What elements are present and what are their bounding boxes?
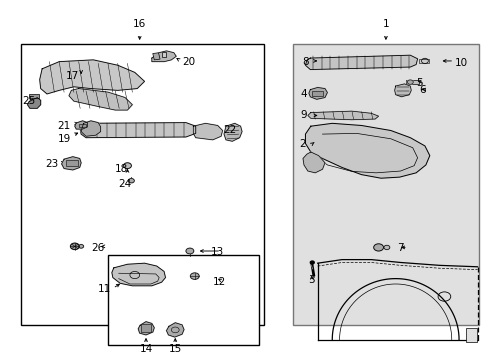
Polygon shape <box>308 87 327 99</box>
Bar <box>66 160 78 166</box>
Circle shape <box>407 80 412 84</box>
Text: 2: 2 <box>299 139 305 149</box>
Text: 3: 3 <box>308 275 314 285</box>
Text: 8: 8 <box>302 57 308 67</box>
Bar <box>21 44 264 325</box>
Circle shape <box>185 248 193 254</box>
Bar <box>141 324 151 332</box>
Text: 9: 9 <box>300 111 306 121</box>
Bar <box>293 44 478 325</box>
Text: 6: 6 <box>418 85 425 95</box>
Text: 1: 1 <box>382 19 388 29</box>
Bar <box>311 91 323 96</box>
Bar <box>108 255 259 345</box>
Circle shape <box>128 179 134 183</box>
Bar <box>406 80 418 84</box>
Polygon shape <box>152 51 176 62</box>
Text: 22: 22 <box>223 125 236 135</box>
Polygon shape <box>305 55 417 69</box>
Polygon shape <box>75 121 87 129</box>
Text: 10: 10 <box>454 58 467 68</box>
Circle shape <box>123 163 131 168</box>
Text: 4: 4 <box>300 89 306 99</box>
Text: 25: 25 <box>22 96 36 106</box>
Circle shape <box>190 273 199 279</box>
Polygon shape <box>27 98 41 108</box>
Bar <box>466 328 476 342</box>
Polygon shape <box>61 157 81 170</box>
Polygon shape <box>40 60 144 94</box>
Text: 5: 5 <box>415 78 422 88</box>
Circle shape <box>383 245 389 249</box>
Bar <box>161 52 166 57</box>
Polygon shape <box>193 123 222 140</box>
Text: 21: 21 <box>58 121 71 131</box>
Text: 18: 18 <box>115 164 128 174</box>
Text: 23: 23 <box>45 159 59 169</box>
Polygon shape <box>80 123 195 138</box>
Text: 20: 20 <box>182 57 195 67</box>
Text: 16: 16 <box>133 19 146 29</box>
Polygon shape <box>112 263 165 286</box>
Polygon shape <box>138 321 154 335</box>
Polygon shape <box>166 323 183 337</box>
Polygon shape <box>81 121 101 136</box>
Bar <box>418 59 428 63</box>
Text: 14: 14 <box>139 343 152 354</box>
Polygon shape <box>224 123 242 141</box>
Text: 15: 15 <box>168 343 182 354</box>
Bar <box>79 124 85 127</box>
Text: 17: 17 <box>66 71 80 81</box>
Circle shape <box>79 244 83 248</box>
Text: 13: 13 <box>211 247 224 257</box>
Text: 19: 19 <box>58 134 71 144</box>
Text: 12: 12 <box>212 277 225 287</box>
Circle shape <box>421 58 427 63</box>
Polygon shape <box>69 89 132 110</box>
Circle shape <box>310 261 314 264</box>
Text: 11: 11 <box>98 284 111 294</box>
Polygon shape <box>305 123 429 178</box>
Bar <box>152 53 160 60</box>
Text: 7: 7 <box>396 243 403 253</box>
Text: 26: 26 <box>91 243 104 253</box>
Text: 24: 24 <box>118 179 131 189</box>
Circle shape <box>70 243 79 249</box>
Polygon shape <box>394 84 410 97</box>
Polygon shape <box>303 152 325 173</box>
Bar <box>29 94 39 98</box>
Polygon shape <box>307 111 378 120</box>
Circle shape <box>373 244 383 251</box>
